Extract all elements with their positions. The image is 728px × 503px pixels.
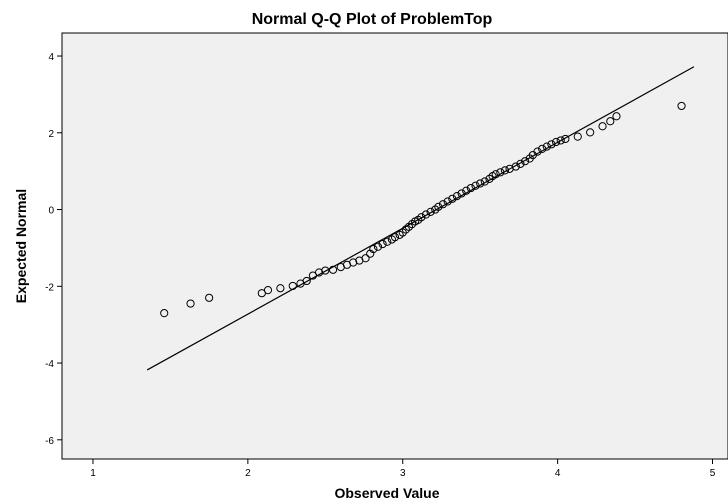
data-point: [573, 132, 582, 141]
data-point: [521, 157, 530, 166]
data-point: [471, 181, 480, 190]
data-point: [457, 189, 466, 198]
data-point: [383, 237, 392, 246]
data-point: [328, 265, 338, 274]
x-axis: 1 2 3 4 5: [90, 459, 716, 479]
data-point: [369, 244, 378, 254]
data-point: [160, 309, 169, 318]
x-tick-label: 2: [245, 468, 251, 479]
data-point: [500, 166, 510, 175]
y-tick-label: 2: [48, 129, 54, 140]
data-point: [561, 134, 570, 144]
data-point: [276, 284, 285, 293]
data-point: [606, 117, 615, 126]
chart-title: Normal Q-Q Plot of ProblemTop: [252, 11, 493, 28]
data-point: [480, 177, 489, 186]
data-point: [443, 197, 452, 206]
y-axis-label: Expected Normal: [13, 189, 29, 303]
data-point: [349, 258, 358, 267]
plot-area: [61, 32, 728, 460]
x-tick-label: 5: [710, 468, 716, 479]
data-point: [421, 210, 431, 219]
data-point: [263, 286, 273, 295]
data-point: [390, 233, 400, 242]
y-tick-label: -6: [45, 436, 54, 447]
y-axis: 4 2 0 -2 -4 -6: [45, 52, 62, 447]
x-tick-label: 1: [90, 468, 96, 479]
data-point: [551, 137, 561, 147]
data-point: [677, 101, 686, 111]
y-tick-label: -4: [45, 359, 54, 370]
data-point: [466, 183, 475, 193]
data-point: [533, 147, 542, 156]
data-point: [448, 194, 457, 203]
data-point: [417, 213, 426, 222]
data-point: [586, 128, 595, 137]
data-point: [516, 159, 525, 168]
data-point: [438, 200, 448, 209]
data-point: [547, 140, 556, 149]
data-point: [496, 168, 505, 177]
data-point: [315, 268, 324, 277]
data-point: [511, 162, 520, 171]
data-point: [452, 192, 462, 201]
x-tick-label: 3: [400, 468, 406, 479]
data-point: [186, 299, 195, 308]
data-point: [426, 207, 435, 216]
y-tick-label: 0: [48, 206, 54, 217]
data-point: [491, 170, 500, 179]
data-points: [160, 101, 686, 318]
y-tick-label: 4: [48, 52, 54, 63]
data-point: [361, 254, 370, 263]
data-point: [598, 122, 607, 131]
data-point: [373, 242, 383, 251]
data-point: [612, 112, 621, 121]
data-point: [538, 144, 547, 154]
data-point: [321, 266, 330, 275]
data-point: [205, 293, 214, 302]
x-axis-label: Observed Value: [334, 485, 439, 501]
data-point: [378, 239, 387, 249]
data-point: [288, 281, 297, 291]
data-point: [434, 202, 443, 211]
data-point: [542, 142, 551, 151]
data-point: [556, 136, 565, 145]
data-point: [462, 186, 471, 195]
y-tick-label: -2: [45, 282, 54, 293]
x-tick-label: 4: [555, 468, 561, 479]
data-point: [476, 179, 485, 188]
reference-line: [146, 66, 695, 371]
data-point: [302, 276, 311, 286]
